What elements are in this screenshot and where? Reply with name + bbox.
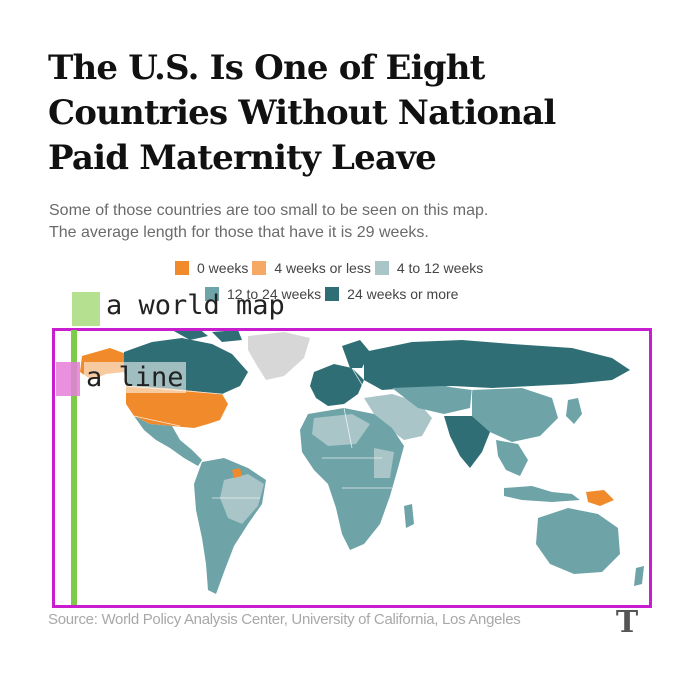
legend-label: 12 to 24 weeks <box>227 286 322 302</box>
region-east-africa <box>374 448 394 478</box>
title-line-3: Paid Maternity Leave <box>48 138 437 178</box>
legend-item-24-weeks-or-more: 24 weeks or more <box>325 286 458 302</box>
region-china <box>472 388 558 442</box>
world-map <box>52 328 650 606</box>
region-new-zealand <box>634 566 644 586</box>
title-line-1: The U.S. Is One of Eight <box>48 48 485 88</box>
region-india <box>444 416 490 468</box>
chart-title: The U.S. Is One of Eight Countries Witho… <box>48 46 648 181</box>
region-scandinavia <box>342 340 370 368</box>
nyt-logo: T <box>615 605 639 640</box>
region-southeast-asia <box>496 440 528 476</box>
annotation-world-map-label: a world map <box>106 290 285 321</box>
legend-item-0-weeks: 0 weeks <box>175 260 248 276</box>
region-greenland <box>248 332 310 380</box>
region-russia <box>364 340 630 390</box>
annotation-line <box>71 330 77 605</box>
title-line-2: Countries Without National <box>48 93 556 133</box>
legend-swatch-light-orange <box>252 261 267 275</box>
subtitle-line-1: Some of those countries are too small to… <box>49 202 489 219</box>
legend-swatch-mid-teal <box>205 287 219 301</box>
region-indonesia <box>504 486 580 502</box>
region-mexico <box>134 416 202 466</box>
annotation-magenta-swatch <box>56 362 80 396</box>
annotation-green-swatch <box>72 292 100 326</box>
legend-swatch-orange <box>175 261 189 275</box>
region-suriname <box>232 468 242 478</box>
legend-label: 4 to 12 weeks <box>396 260 484 276</box>
legend-row-2: 12 to 24 weeks 24 weeks or more <box>205 286 462 302</box>
legend-label: 0 weeks <box>197 260 249 276</box>
region-south-america <box>194 458 266 594</box>
region-united-states <box>126 386 228 428</box>
region-madagascar <box>404 504 414 528</box>
source-note: Source: World Policy Analysis Center, Un… <box>48 611 521 628</box>
annotation-line-label: a line <box>84 362 186 393</box>
legend-swatch-dark-teal <box>325 287 340 301</box>
region-europe <box>310 364 364 406</box>
region-central-asia <box>392 386 472 414</box>
legend-label: 4 weeks or less <box>274 260 371 276</box>
legend-swatch-light-teal <box>374 261 389 275</box>
legend-item-12-to-24-weeks: 12 to 24 weeks <box>205 286 321 302</box>
region-japan <box>566 398 582 424</box>
legend-row-1: 0 weeks 4 weeks or less 4 to 12 weeks <box>175 260 487 276</box>
legend-item-4-weeks-or-less: 4 weeks or less <box>252 260 371 276</box>
subtitle-line-2: The average length for those that have i… <box>49 224 429 241</box>
chart-subtitle: Some of those countries are too small to… <box>49 200 649 244</box>
legend-item-4-to-12-weeks: 4 to 12 weeks <box>374 260 484 276</box>
region-north-africa <box>312 414 370 446</box>
world-map-svg <box>80 328 644 594</box>
region-papua-new-guinea <box>586 490 614 506</box>
region-brazil <box>220 474 264 524</box>
region-australia <box>536 508 620 574</box>
region-canada-islands <box>172 328 242 342</box>
legend-label: 24 weeks or more <box>347 286 459 302</box>
